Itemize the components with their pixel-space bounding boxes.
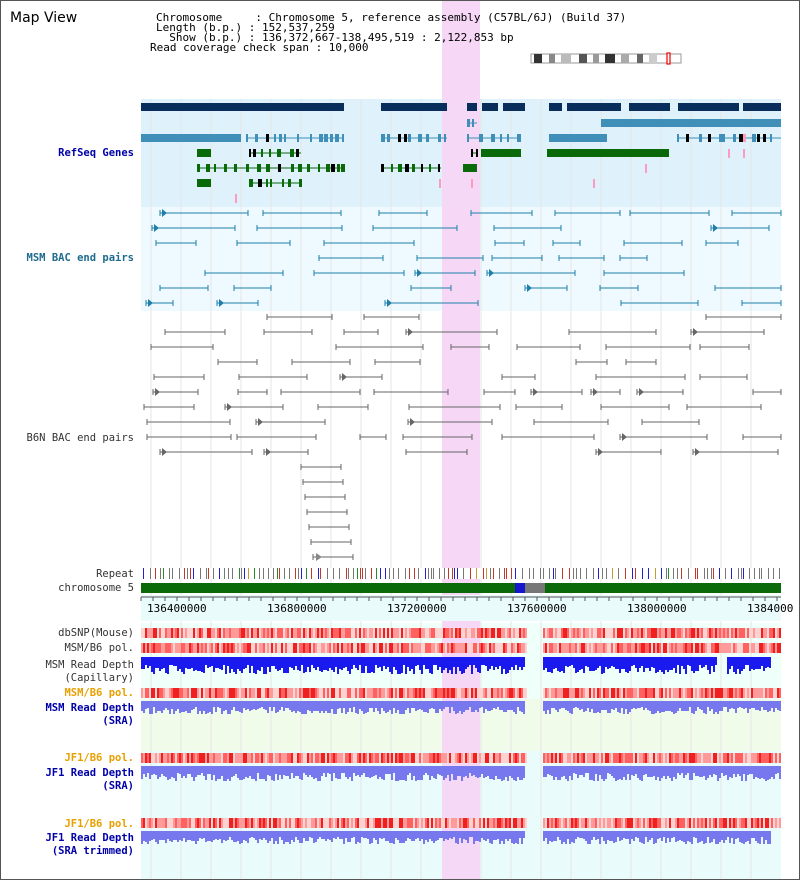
jf1-b6-pol-label: JF1/B6 pol.	[64, 752, 134, 764]
refseq-genes-label[interactable]: RefSeq Genes	[58, 147, 134, 159]
msm-bac-track	[145, 209, 782, 307]
msm-b6-pol-sra-label: MSM/B6 pol.	[64, 687, 134, 699]
refseq-genes-track	[141, 103, 781, 203]
jf1-read-depth-trimmed-sub: (SRA trimmed)	[51, 845, 134, 857]
chromosome-ideogram	[530, 52, 682, 65]
msm-read-depth-sra-sub: (SRA)	[102, 715, 134, 727]
chromosome-label: chromosome 5	[58, 582, 134, 594]
jf1-read-depth-trimmed-label: JF1 Read Depth	[45, 832, 134, 844]
selected-region-highlight	[442, 1, 480, 879]
jf1-read-depth-sra-sub: (SRA)	[102, 780, 134, 792]
chromosome-bar	[141, 583, 781, 593]
chromosome-info-line: Chromosome : Chromosome 5, reference ass…	[156, 11, 627, 24]
show-range-info-line: Show (b.p.) : 136,372,667-138,495,519 : …	[156, 31, 514, 44]
repeat-label: Repeat	[96, 568, 134, 580]
msm-read-depth-sra-label: MSM Read Depth	[45, 702, 134, 714]
repeat-track	[143, 568, 780, 579]
jf1-b6-pol-trimmed-label: JF1/B6 pol.	[64, 818, 134, 830]
axis-tick-label: 138000000	[627, 602, 687, 615]
msm-read-depth-capillary-sub: (Capillary)	[64, 672, 134, 684]
depth-tracks	[141, 628, 781, 844]
dbsnp-label: dbSNP(Mouse)	[58, 627, 134, 639]
b6n-bac-label[interactable]: B6N BAC end pairs	[26, 432, 134, 444]
page-title: Map View	[10, 10, 78, 26]
axis-tick-label: 1384000	[747, 602, 794, 615]
jf1-read-depth-sra-label: JF1 Read Depth	[45, 767, 134, 779]
msm-b6-pol-label: MSM/B6 pol.	[64, 642, 134, 654]
msm-read-depth-capillary-label: MSM Read Depth	[45, 659, 134, 671]
axis-tick-label: 137200000	[387, 602, 447, 615]
msm-bac-label[interactable]: MSM BAC end pairs	[26, 252, 134, 264]
length-info-line: Length (b.p.) : 152,537,259	[156, 21, 335, 34]
axis-tick-label: 137600000	[507, 602, 567, 615]
axis-tick-label: 136800000	[267, 602, 327, 615]
axis-tick-label: 136400000	[147, 602, 207, 615]
coverage-span-info-line: Read coverage check span : 10,000	[150, 41, 369, 54]
